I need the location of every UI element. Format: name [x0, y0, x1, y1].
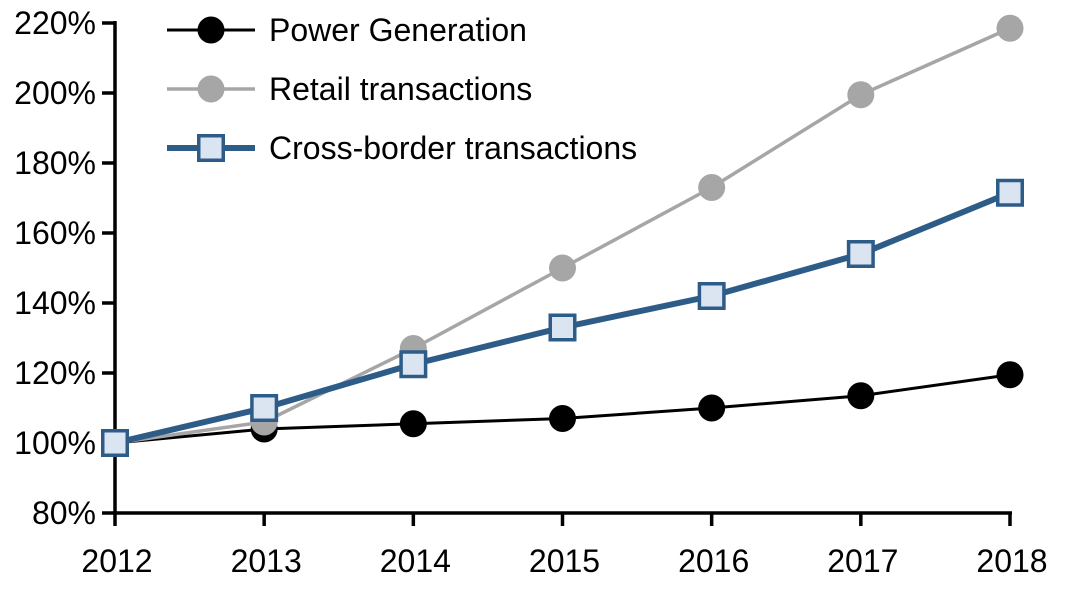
- x-tick-label: 2016: [678, 543, 749, 579]
- y-tick-label: 140%: [14, 285, 96, 321]
- series-retail-transactions: [101, 14, 1024, 457]
- legend-label: Power Generation: [269, 12, 527, 48]
- data-point-marker: [996, 361, 1024, 389]
- x-tick-label: 2015: [529, 543, 600, 579]
- data-point-marker: [697, 282, 726, 310]
- x-tick-label: 2018: [976, 543, 1047, 579]
- data-point-marker: [996, 178, 1024, 207]
- series-cross-border-transactions: [101, 178, 1024, 457]
- data-point-marker: [847, 81, 875, 109]
- data-point-marker: [698, 394, 726, 422]
- data-point-marker: [197, 16, 225, 44]
- data-point-marker: [399, 410, 427, 438]
- data-point-marker: [549, 405, 576, 432]
- legend-item-retail-transactions: Retail transactions: [167, 71, 532, 107]
- legend-label: Cross-border transactions: [269, 130, 637, 166]
- data-point-marker: [846, 240, 875, 268]
- data-point-marker: [399, 350, 428, 379]
- y-tick-label: 80%: [32, 495, 96, 531]
- y-tick-label: 200%: [14, 75, 96, 111]
- legend-item-cross-border-transactions: Cross-border transactions: [167, 130, 637, 166]
- data-point-marker: [698, 174, 726, 201]
- y-tick-label: 220%: [14, 5, 96, 41]
- series-power-generation: [101, 361, 1024, 457]
- legend-label: Retail transactions: [269, 71, 532, 107]
- x-tick-label: 2017: [827, 543, 898, 579]
- data-point-marker: [250, 394, 279, 422]
- y-tick-label: 100%: [14, 425, 96, 461]
- y-tick-label: 120%: [14, 355, 96, 391]
- data-point-marker: [549, 254, 576, 282]
- x-tick-label: 2014: [380, 543, 451, 579]
- data-point-marker: [996, 14, 1024, 42]
- x-tick-label: 2012: [81, 543, 152, 579]
- data-point-marker: [101, 429, 129, 457]
- data-point-marker: [548, 313, 577, 342]
- legend-item-power-generation: Power Generation: [167, 12, 527, 48]
- x-tick-label: 2013: [231, 543, 302, 579]
- y-tick-label: 160%: [14, 215, 96, 251]
- data-point-marker: [197, 75, 225, 103]
- data-point-marker: [197, 134, 225, 162]
- y-tick-label: 180%: [14, 145, 96, 181]
- data-point-marker: [847, 382, 875, 410]
